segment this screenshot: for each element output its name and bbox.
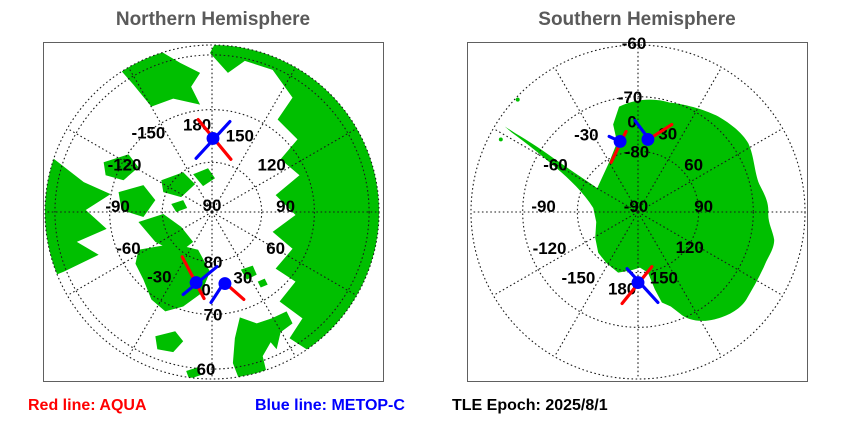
svg-text:-120: -120 bbox=[108, 155, 142, 174]
svg-text:180: 180 bbox=[183, 116, 211, 135]
svg-text:120: 120 bbox=[676, 238, 704, 257]
svg-text:30: 30 bbox=[233, 269, 252, 288]
legend-tle-epoch: TLE Epoch: 2025/8/1 bbox=[452, 397, 608, 414]
svg-text:150: 150 bbox=[226, 127, 254, 146]
svg-text:-60: -60 bbox=[543, 155, 567, 174]
svg-text:0: 0 bbox=[627, 113, 636, 132]
north-plot-frame: 180 150 120 90 60 30 0 -30 -60 -90 -120 -150 90 80 70 6… bbox=[43, 42, 384, 382]
south-plot-frame: 0 30 60 90 120 150 180 -150 -120 -90 -60 -30 -60 -70-… bbox=[467, 34, 808, 382]
svg-text:-90: -90 bbox=[531, 197, 555, 216]
graticule-labels: 0306090120150180-150-120-90-60-30-60-70-… bbox=[531, 34, 713, 299]
svg-text:-90: -90 bbox=[624, 197, 648, 216]
graticule-labels: 1801501209060300-30-60-90-120-1509080706… bbox=[105, 116, 295, 380]
svg-text:120: 120 bbox=[258, 155, 286, 174]
land-layer bbox=[498, 97, 775, 321]
south-polar-map: 0306090120150180-150-120-90-60-30-60-70-… bbox=[470, 34, 806, 380]
north-hemisphere-title: Northern Hemisphere bbox=[115, 9, 311, 30]
svg-text:-80: -80 bbox=[625, 142, 649, 161]
svg-text:-150: -150 bbox=[561, 269, 595, 288]
south-hemisphere-title: Southern Hemisphere bbox=[538, 9, 736, 30]
svg-text:-70: -70 bbox=[618, 88, 642, 107]
svg-text:90: 90 bbox=[694, 197, 713, 216]
svg-text:60: 60 bbox=[197, 360, 216, 379]
svg-text:0: 0 bbox=[201, 281, 210, 300]
svg-text:-120: -120 bbox=[533, 239, 567, 258]
svg-text:90: 90 bbox=[276, 197, 295, 216]
svg-text:60: 60 bbox=[684, 155, 703, 174]
satellite-position-dots bbox=[189, 131, 232, 291]
svg-text:-90: -90 bbox=[105, 197, 129, 216]
svg-text:-60: -60 bbox=[622, 34, 646, 53]
svg-text:90: 90 bbox=[203, 196, 222, 215]
svg-text:-30: -30 bbox=[574, 126, 598, 145]
svg-text:-60: -60 bbox=[116, 239, 140, 258]
legend-red-line-aqua: Red line: AQUA bbox=[28, 397, 147, 414]
svg-text:150: 150 bbox=[650, 269, 678, 288]
north-polar-map: 1801501209060300-30-60-90-120-1509080706… bbox=[44, 44, 380, 380]
svg-text:60: 60 bbox=[266, 239, 285, 258]
satellite-position-dots bbox=[613, 132, 655, 290]
svg-text:-150: -150 bbox=[131, 124, 165, 143]
svg-text:-30: -30 bbox=[147, 268, 171, 287]
legend-blue-line-metopc: Blue line: METOP-C bbox=[255, 397, 405, 414]
land-layer bbox=[44, 44, 380, 380]
svg-text:70: 70 bbox=[204, 305, 223, 324]
